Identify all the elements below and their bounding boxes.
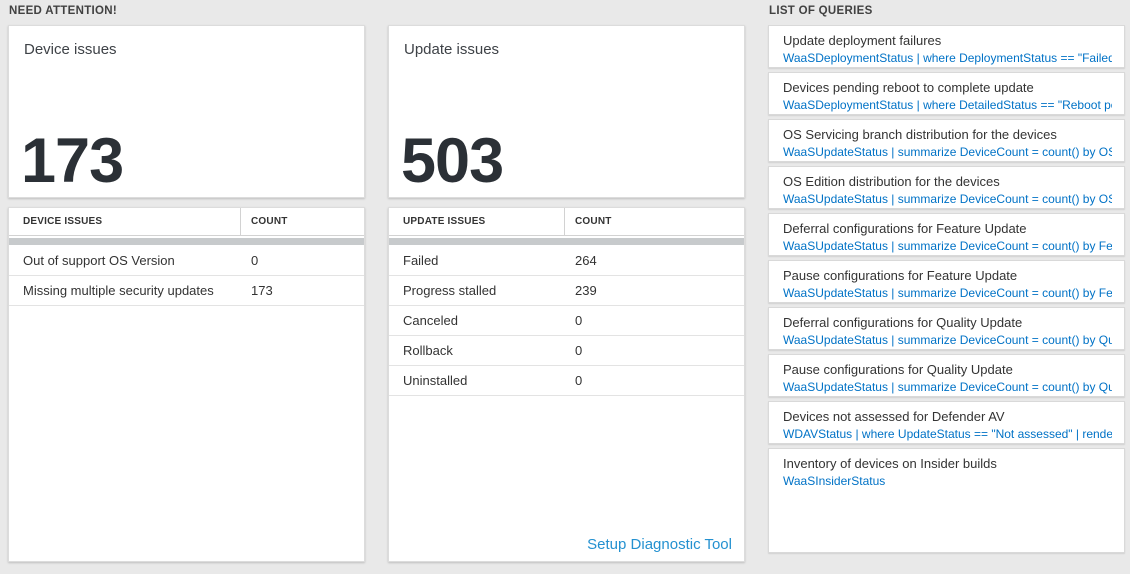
query-code-link[interactable]: WaaSUpdateStatus | summarize DeviceCount… [783, 239, 1112, 253]
row-label: Canceled [403, 313, 458, 328]
device-table-header-count: COUNT [251, 216, 288, 227]
update-issues-table-tile: UPDATE ISSUES COUNT Failed 264 Progress … [388, 207, 745, 562]
query-card[interactable]: Devices pending reboot to complete updat… [768, 72, 1125, 115]
device-issues-tile-title: Device issues [24, 41, 117, 58]
query-title: Deferral configurations for Feature Upda… [783, 221, 1027, 236]
update-table-scrollbar[interactable] [389, 238, 744, 245]
row-label: Rollback [403, 343, 453, 358]
setup-diagnostic-tool-link[interactable]: Setup Diagnostic Tool [587, 536, 732, 553]
device-issues-count-tile[interactable]: Device issues 173 [8, 25, 365, 198]
update-table-header-issues: UPDATE ISSUES [389, 208, 565, 235]
device-issues-count: 173 [21, 126, 124, 196]
query-title: Devices pending reboot to complete updat… [783, 80, 1034, 95]
query-title: Devices not assessed for Defender AV [783, 409, 1005, 424]
table-row[interactable]: Failed 264 [389, 246, 744, 276]
update-issues-count-tile[interactable]: Update issues 503 [388, 25, 745, 198]
row-count: 0 [575, 343, 583, 358]
query-title: Pause configurations for Feature Update [783, 268, 1018, 283]
row-label: Missing multiple security updates [23, 283, 214, 298]
table-row[interactable]: Out of support OS Version 0 [9, 246, 364, 276]
query-code-link[interactable]: WDAVStatus | where UpdateStatus == "Not … [783, 427, 1112, 441]
device-table-scrollbar[interactable] [9, 238, 364, 245]
row-label: Progress stalled [403, 283, 497, 298]
query-list-panel: Update deployment failures WaaSDeploymen… [768, 25, 1125, 557]
query-title: OS Edition distribution for the devices [783, 174, 1000, 189]
update-table-rows: Failed 264 Progress stalled 239 Canceled… [389, 246, 744, 396]
query-title: OS Servicing branch distribution for the… [783, 127, 1057, 142]
update-table-header: UPDATE ISSUES COUNT [389, 208, 744, 236]
query-card[interactable]: Devices not assessed for Defender AV WDA… [768, 401, 1125, 444]
query-code-link[interactable]: WaaSDeploymentStatus | where DeploymentS… [783, 51, 1112, 65]
row-count: 239 [575, 283, 597, 298]
query-title: Update deployment failures [783, 33, 942, 48]
query-code-link[interactable]: WaaSUpdateStatus | summarize DeviceCount… [783, 380, 1112, 394]
table-row[interactable]: Missing multiple security updates 173 [9, 276, 364, 306]
device-table-rows: Out of support OS Version 0 Missing mult… [9, 246, 364, 306]
table-row[interactable]: Uninstalled 0 [389, 366, 744, 396]
query-title: Pause configurations for Quality Update [783, 362, 1013, 377]
update-table-header-count: COUNT [575, 216, 612, 227]
query-code-link[interactable]: WaaSUpdateStatus | summarize DeviceCount… [783, 145, 1112, 159]
row-count: 0 [575, 313, 583, 328]
update-issues-count: 503 [401, 126, 504, 196]
table-row[interactable]: Canceled 0 [389, 306, 744, 336]
table-row[interactable]: Rollback 0 [389, 336, 744, 366]
query-title: Inventory of devices on Insider builds [783, 456, 997, 471]
row-label: Uninstalled [403, 373, 468, 388]
query-code-link[interactable]: WaaSUpdateStatus | summarize DeviceCount… [783, 333, 1112, 347]
device-issues-table-tile: DEVICE ISSUES COUNT Out of support OS Ve… [8, 207, 365, 562]
query-card[interactable]: Deferral configurations for Quality Upda… [768, 307, 1125, 350]
query-card[interactable]: OS Servicing branch distribution for the… [768, 119, 1125, 162]
query-card[interactable]: Pause configurations for Quality Update … [768, 354, 1125, 397]
query-card[interactable]: Inventory of devices on Insider builds W… [768, 448, 1125, 553]
query-code-link[interactable]: WaaSUpdateStatus | summarize DeviceCount… [783, 286, 1112, 300]
query-card[interactable]: OS Edition distribution for the devices … [768, 166, 1125, 209]
section-title-need-attention: NEED ATTENTION! [9, 5, 117, 17]
section-title-list-of-queries: LIST OF QUERIES [769, 5, 873, 17]
table-row[interactable]: Progress stalled 239 [389, 276, 744, 306]
row-count: 173 [251, 283, 273, 298]
query-card[interactable]: Pause configurations for Feature Update … [768, 260, 1125, 303]
query-card[interactable]: Deferral configurations for Feature Upda… [768, 213, 1125, 256]
update-issues-tile-title: Update issues [404, 41, 500, 58]
query-code-link[interactable]: WaaSInsiderStatus [783, 474, 886, 488]
query-title: Deferral configurations for Quality Upda… [783, 315, 1023, 330]
query-code-link[interactable]: WaaSUpdateStatus | summarize DeviceCount… [783, 192, 1112, 206]
row-count: 0 [575, 373, 583, 388]
row-count: 264 [575, 253, 597, 268]
query-card[interactable]: Update deployment failures WaaSDeploymen… [768, 25, 1125, 68]
device-table-header: DEVICE ISSUES COUNT [9, 208, 364, 236]
row-label: Out of support OS Version [23, 253, 175, 268]
row-label: Failed [403, 253, 439, 268]
device-table-header-issues: DEVICE ISSUES [9, 208, 241, 235]
query-code-link[interactable]: WaaSDeploymentStatus | where DetailedSta… [783, 98, 1112, 112]
row-count: 0 [251, 253, 259, 268]
